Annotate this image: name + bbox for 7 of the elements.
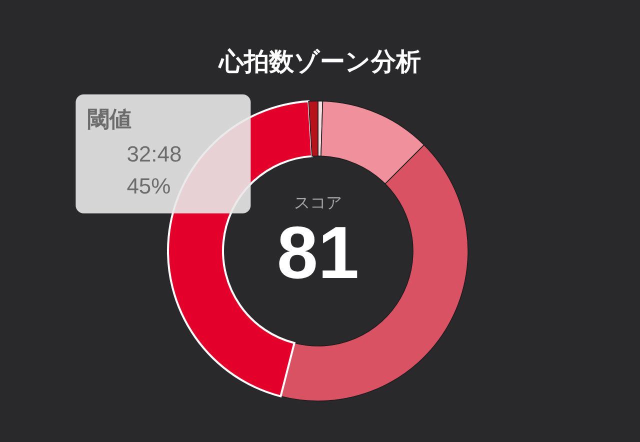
text: 81 [276, 211, 360, 294]
slice-label: 閾値 [88, 106, 132, 132]
donut-slice [308, 100, 318, 157]
text: 32:48 [126, 141, 182, 166]
chart-title: 心拍数ゾーン分析 [218, 48, 421, 76]
data-label: 45% [126, 173, 171, 198]
text: スコア [294, 195, 342, 212]
